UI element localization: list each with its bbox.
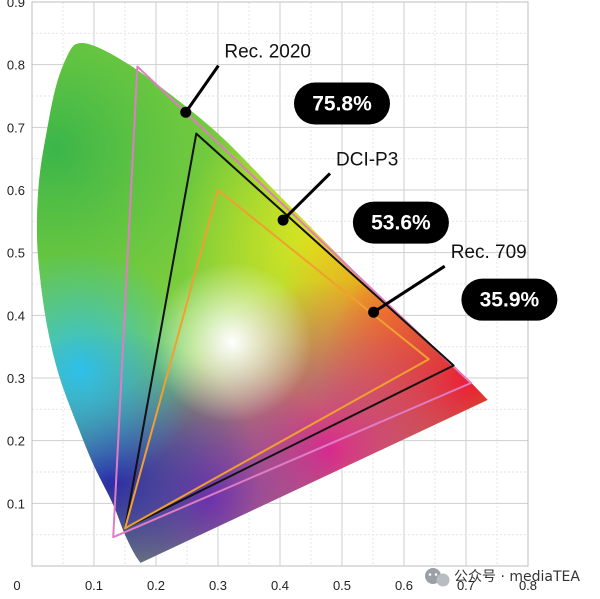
gamut-triangle-rec-709 [124, 189, 430, 530]
coverage-value-dci-p3: 53.6% [371, 212, 431, 235]
tick-labels: 0 0.1 0.2 0.3 0.4 0.5 0.6 0.7 0.8 0.1 0.2 0.3 0.4 0.5… [7, 0, 537, 593]
y-tick-label: 0.9 [7, 0, 25, 10]
wechat-icon [425, 568, 450, 587]
gamut-annotations: Rec. 2020 75.8% DCI-P3 53.6% Rec. 709 35.9% [180, 42, 558, 321]
x-tick-label: 0.8 [519, 578, 537, 593]
coverage-pill-rec-709 [461, 278, 558, 321]
gamut-triangles [112, 65, 472, 539]
x-tick-label: 0.1 [85, 578, 103, 593]
leader-line-rec-2020 [184, 64, 220, 114]
y-tick-label: 0.1 [7, 496, 25, 511]
coverage-pill-dci-p3 [352, 201, 449, 244]
watermark-text: 公众号 · mediaTEA [454, 569, 580, 585]
y-tick-label: 0.2 [7, 434, 25, 449]
x-tick-label: 0.6 [395, 578, 413, 593]
leader-line-dci-p3 [282, 172, 332, 222]
x-tick-label: 0.4 [271, 578, 289, 593]
x-tick-label: 0.2 [147, 578, 165, 593]
coverage-value-rec-2020: 75.8% [312, 93, 372, 116]
gamut-triangle-dci-p3 [124, 132, 455, 530]
x-tick-label: 0.7 [457, 578, 475, 593]
marker-dot-rec-2020 [180, 106, 192, 118]
gamut-label-rec-709: Rec. 709 [451, 242, 527, 263]
x-tick-label: 0 [13, 578, 20, 593]
gamut-label-dci-p3: DCI-P3 [336, 149, 398, 170]
gamut-label-rec-2020: Rec. 2020 [224, 42, 311, 63]
x-tick-label: 0.3 [209, 578, 227, 593]
y-tick-label: 0.4 [7, 308, 25, 323]
y-tick-label: 0.6 [7, 183, 25, 198]
y-tick-label: 0.8 [7, 58, 25, 73]
marker-dot-rec-709 [368, 306, 380, 318]
marker-dot-dci-p3 [277, 214, 289, 226]
y-tick-label: 0.5 [7, 246, 25, 261]
y-tick-label: 0.7 [7, 120, 25, 135]
coverage-pill-rec-2020 [294, 82, 390, 125]
y-tick-label: 0.3 [7, 371, 25, 386]
coverage-value-rec-709: 35.9% [480, 289, 540, 312]
leader-line-rec-709 [372, 264, 446, 314]
watermark: 公众号 · mediaTEA [425, 568, 580, 587]
x-tick-label: 0.5 [333, 578, 351, 593]
gamut-triangle-rec-2020 [112, 65, 472, 539]
